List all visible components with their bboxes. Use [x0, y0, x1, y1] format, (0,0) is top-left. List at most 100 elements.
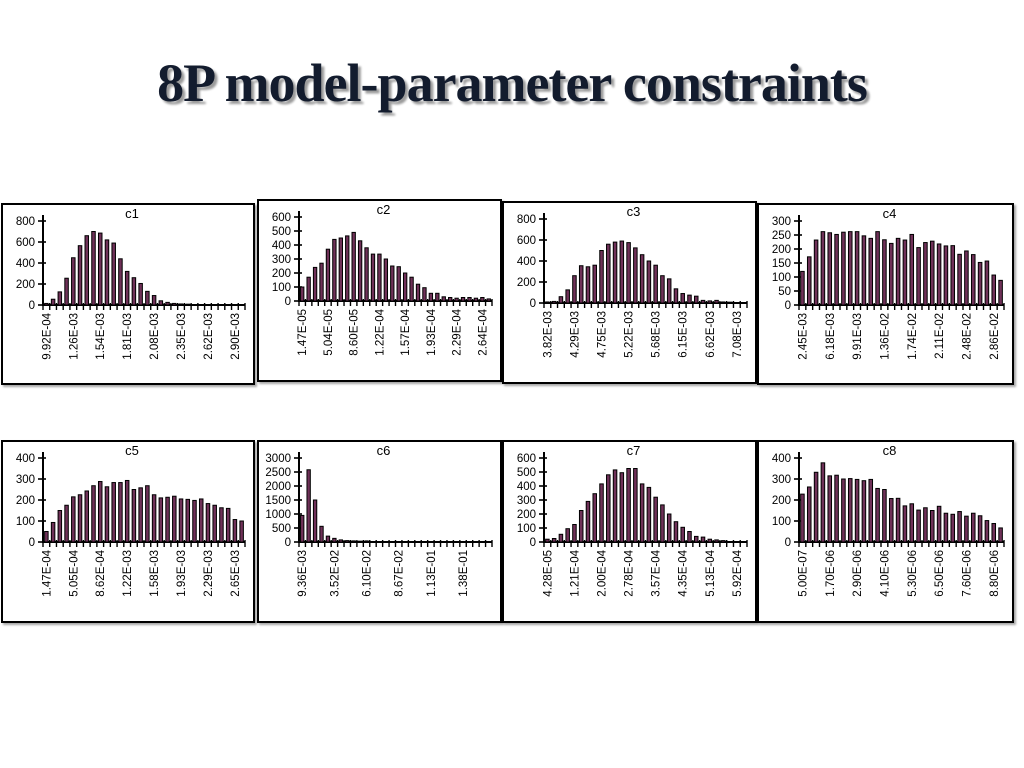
histogram-bar: [377, 253, 382, 302]
x-tick-label: 1.38E-01: [458, 550, 470, 597]
histogram-bar: [929, 510, 935, 543]
histogram-bar: [882, 489, 887, 543]
histogram-bar: [806, 256, 812, 306]
x-tick-label: 5.05E-04: [68, 549, 80, 596]
histogram-bar: [606, 474, 611, 543]
histogram-bar: [639, 254, 645, 304]
histogram-bar: [834, 474, 839, 543]
x-tick-label: 3.57E-04: [651, 549, 663, 596]
histogram-bar: [572, 275, 577, 304]
histogram-bar: [172, 302, 177, 306]
x-tick-label: 1.74E-02: [907, 313, 919, 360]
histogram-bar: [351, 231, 356, 302]
histogram-bar: [687, 294, 692, 304]
chart-panel-c5: c5 0 100 200 300 400 1.47E-04 5.05E-04 8.62E-04 1…: [1, 440, 255, 623]
y-tick-label: 0: [785, 300, 791, 312]
histogram-bar: [693, 535, 699, 543]
x-tick-label: 1.47E-05: [297, 309, 309, 356]
y-tick-label: 0: [285, 296, 291, 308]
histogram-c7: c7 0 100 200 300 400 500 600 4.28E-05 1.21E-04 2.0…: [517, 443, 748, 597]
chart-panel-c7: c7 0 100 200 300 400 500 600 4.28E-05 1.21E-04 2.0…: [502, 440, 757, 623]
y-tick-label: 600: [272, 212, 291, 224]
histogram-bar: [861, 480, 867, 543]
y-tick-label: 200: [16, 279, 35, 291]
y-tick-label: 1500: [265, 495, 291, 507]
x-tick-label: 1.81E-03: [122, 313, 134, 360]
histogram-bar: [666, 278, 672, 304]
x-tick-label: 5.22E-03: [624, 311, 636, 358]
y-tick-label: 250: [772, 230, 791, 242]
y-tick-label: 2500: [265, 467, 291, 479]
x-tick-label: 8.60E-05: [349, 309, 361, 356]
histogram-bar: [91, 485, 96, 543]
histogram-c8: c8 0 100 200 300 400 5.00E-07 1.70E-06 2.90E-06 4…: [772, 443, 1005, 597]
histogram-bar: [306, 276, 311, 302]
histogram-bar: [192, 499, 197, 543]
histogram-bar: [707, 300, 713, 304]
histogram-bar: [991, 274, 997, 306]
histogram-bar: [834, 233, 839, 306]
histogram-bar: [97, 481, 103, 543]
x-tick-label: 1.22E-04: [374, 308, 386, 355]
histogram-bar: [612, 241, 618, 304]
y-tick-label: 150: [772, 258, 791, 270]
histogram-bar: [357, 240, 363, 302]
histogram-bar: [71, 496, 76, 543]
histogram-bar: [895, 497, 901, 543]
x-tick-label: 2.00E-04: [597, 549, 609, 596]
histogram-bar: [422, 287, 427, 302]
x-tick-label: 4.10E-06: [879, 550, 891, 597]
y-tick-label: 500: [272, 226, 291, 238]
x-tick-label: 2.90E-03: [230, 313, 242, 360]
histogram-bar: [77, 245, 83, 306]
histogram-bar: [854, 478, 860, 543]
histogram-bar: [585, 266, 591, 304]
histogram-bar: [145, 485, 150, 543]
y-tick-label: 100: [772, 516, 791, 528]
x-tick-label: 3.52E-02: [329, 550, 341, 597]
histogram-bar: [212, 504, 217, 543]
y-tick-label: 100: [772, 272, 791, 284]
y-tick-label: 0: [29, 300, 35, 312]
y-tick-label: 0: [29, 537, 35, 549]
histogram-bar: [964, 515, 969, 543]
histogram-bar: [545, 538, 550, 543]
x-tick-label: 2.62E-03: [203, 313, 215, 360]
x-tick-label: 9.36E-03: [297, 550, 309, 597]
histogram-bar: [700, 536, 706, 543]
chart-panel-c2: c2 0 100 200 300 400 500 600 1.47E-05 5.04E-05 8.6…: [257, 199, 502, 382]
y-tick-label: 400: [772, 453, 791, 465]
y-tick-label: 200: [772, 244, 791, 256]
x-tick-label: 7.60E-06: [961, 550, 973, 597]
histogram-bar: [165, 301, 170, 306]
chart-panel-c8: c8 0 100 200 300 400 5.00E-07 1.70E-06 2.90E-06 4…: [757, 440, 1014, 623]
y-tick-label: 400: [517, 256, 536, 268]
histogram-bar: [91, 231, 96, 306]
histogram-bar: [558, 296, 564, 304]
histogram-bar: [861, 235, 867, 306]
histogram-bar: [714, 299, 719, 304]
histogram-bar: [84, 490, 90, 543]
x-tick-label: 5.04E-05: [323, 309, 335, 356]
histogram-bar: [646, 486, 652, 543]
histogram-bar: [402, 272, 408, 302]
histogram-bar: [820, 462, 826, 543]
histogram-bar: [998, 279, 1003, 306]
y-tick-label: 600: [517, 235, 536, 247]
histogram-bar: [124, 270, 130, 306]
histogram-bar: [827, 232, 833, 306]
histogram-bar: [239, 520, 244, 543]
y-tick-label: 200: [517, 277, 536, 289]
histogram-bar: [578, 265, 584, 304]
x-tick-label: 1.22E-03: [122, 550, 134, 597]
histogram-bar: [666, 513, 672, 543]
x-tick-label: 1.70E-06: [825, 550, 837, 597]
histogram-bar: [312, 266, 318, 302]
y-tick-label: 400: [16, 453, 35, 465]
y-tick-label: 400: [16, 258, 35, 270]
histogram-bar: [158, 497, 164, 543]
histogram-c1: c1 0 200 400 600 800 9.92E-04 1.26E-03 1.54E-03 1…: [16, 206, 246, 360]
histogram-bar: [145, 290, 150, 306]
y-tick-label: 400: [272, 240, 291, 252]
histogram-bar: [909, 503, 915, 543]
